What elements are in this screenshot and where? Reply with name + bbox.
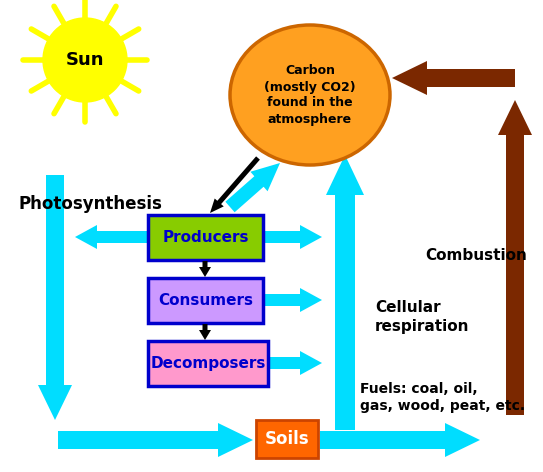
Polygon shape: [265, 288, 322, 312]
Text: Fuels: coal, oil,
gas, wood, peat, etc.: Fuels: coal, oil, gas, wood, peat, etc.: [360, 382, 525, 413]
Polygon shape: [38, 175, 72, 420]
Polygon shape: [392, 61, 515, 95]
Polygon shape: [270, 351, 322, 375]
Circle shape: [43, 18, 127, 102]
Polygon shape: [199, 261, 211, 277]
Text: Sun: Sun: [66, 51, 104, 69]
Text: Carbon
(mostly CO2)
found in the
atmosphere: Carbon (mostly CO2) found in the atmosph…: [264, 65, 356, 126]
Text: Consumers: Consumers: [158, 293, 253, 308]
Polygon shape: [326, 155, 364, 430]
Bar: [148, 215, 263, 260]
Polygon shape: [210, 156, 260, 213]
Text: Decomposers: Decomposers: [150, 356, 266, 371]
Polygon shape: [225, 163, 280, 212]
Ellipse shape: [230, 25, 390, 165]
Text: Cellular
respiration: Cellular respiration: [375, 300, 470, 334]
Text: Combustion: Combustion: [425, 248, 527, 263]
Polygon shape: [75, 225, 147, 249]
Bar: [148, 341, 268, 386]
Bar: [148, 278, 263, 323]
Polygon shape: [58, 423, 253, 457]
Text: Photosynthesis: Photosynthesis: [18, 195, 162, 213]
Text: Soils: Soils: [264, 430, 310, 448]
Polygon shape: [320, 423, 480, 457]
Polygon shape: [199, 324, 211, 340]
Polygon shape: [265, 225, 322, 249]
Bar: [256, 420, 318, 458]
Text: Producers: Producers: [162, 230, 249, 245]
Polygon shape: [498, 100, 532, 415]
